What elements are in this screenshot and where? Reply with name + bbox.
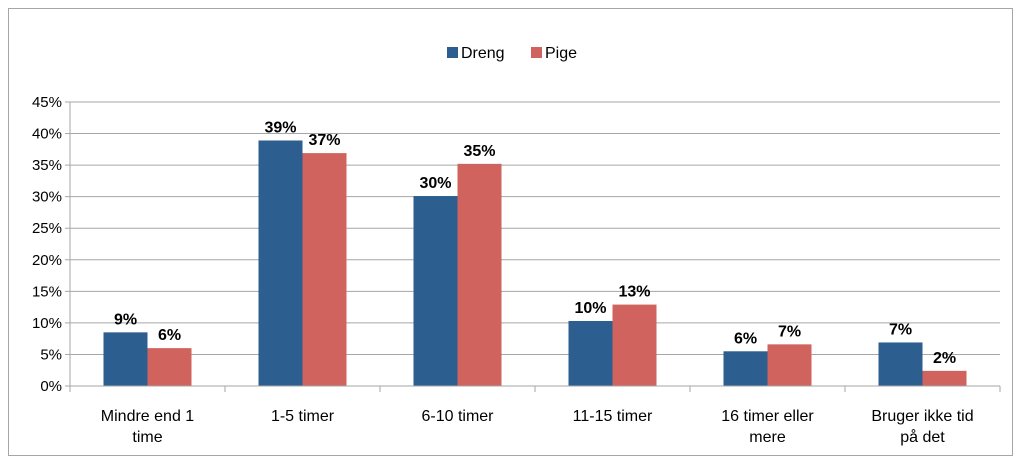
- y-axis: 0% 5% 10% 15% 20% 25% 30% 35% 40% 45%: [32, 94, 71, 395]
- bar-pige-1: [302, 153, 347, 386]
- bar-pige-2: [457, 163, 502, 386]
- legend: Dreng Pige: [447, 45, 577, 62]
- bar-dreng-4: [723, 351, 768, 386]
- legend-swatch-pige: [531, 47, 542, 58]
- x-category-label: 11-15 timer: [573, 408, 653, 425]
- y-tick-label: 0%: [40, 378, 62, 395]
- x-category-label: 1-5 timer: [271, 408, 335, 425]
- data-label-dreng-0: 9%: [114, 311, 137, 328]
- bar-pige-4: [767, 344, 812, 386]
- bar-dreng-2: [413, 196, 458, 386]
- y-tick-label: 35%: [32, 157, 62, 174]
- data-label-dreng-4: 6%: [734, 330, 757, 347]
- data-label-dreng-1: 39%: [264, 119, 296, 136]
- y-tick-label: 10%: [32, 315, 62, 332]
- data-label-pige-1: 37%: [308, 132, 340, 149]
- legend-label-pige: Pige: [545, 45, 577, 62]
- data-label-pige-5: 2%: [933, 350, 956, 367]
- y-tick-label: 15%: [32, 283, 62, 300]
- data-label-dreng-5: 7%: [889, 321, 912, 338]
- y-tick-label: 20%: [32, 252, 62, 269]
- y-tick-label: 40%: [32, 126, 62, 143]
- bar-dreng-1: [258, 140, 303, 386]
- bar-dreng-3: [568, 320, 613, 386]
- data-label-pige-0: 6%: [158, 327, 181, 344]
- data-labels: 9% 6% 39% 37% 30% 35% 10% 13% 6% 7% 7% 2%: [114, 119, 956, 366]
- x-category-label: på det: [900, 428, 945, 446]
- x-category-label: 6-10 timer: [421, 408, 494, 425]
- data-label-pige-3: 13%: [618, 284, 650, 301]
- bars: [103, 140, 967, 386]
- bar-dreng-5: [878, 342, 923, 386]
- legend-swatch-dreng: [447, 47, 458, 58]
- x-category-label: time: [132, 429, 162, 446]
- data-label-pige-4: 7%: [778, 323, 801, 340]
- data-label-dreng-3: 10%: [574, 300, 606, 317]
- x-category-label: mere: [749, 429, 786, 446]
- x-category-label: 16 timer eller: [721, 408, 814, 425]
- legend-label-dreng: Dreng: [461, 45, 505, 62]
- data-label-pige-2: 35%: [463, 143, 495, 160]
- gridlines: [70, 101, 1000, 355]
- x-category-label: Bruger ikke tid: [871, 408, 973, 425]
- y-tick-label: 45%: [32, 94, 62, 111]
- bar-pige-5: [922, 370, 967, 386]
- data-label-dreng-2: 30%: [419, 175, 451, 192]
- x-category-label: Mindre end 1: [101, 408, 194, 425]
- bar-dreng-0: [103, 332, 148, 386]
- y-tick-label: 5%: [40, 346, 62, 363]
- bar-pige-0: [147, 348, 192, 386]
- y-tick-label: 25%: [32, 220, 62, 237]
- x-axis: Mindre end 1 time 1-5 timer 6-10 timer 11-15…: [69, 385, 1001, 446]
- y-tick-label: 30%: [32, 189, 62, 206]
- bar-pige-3: [612, 304, 657, 386]
